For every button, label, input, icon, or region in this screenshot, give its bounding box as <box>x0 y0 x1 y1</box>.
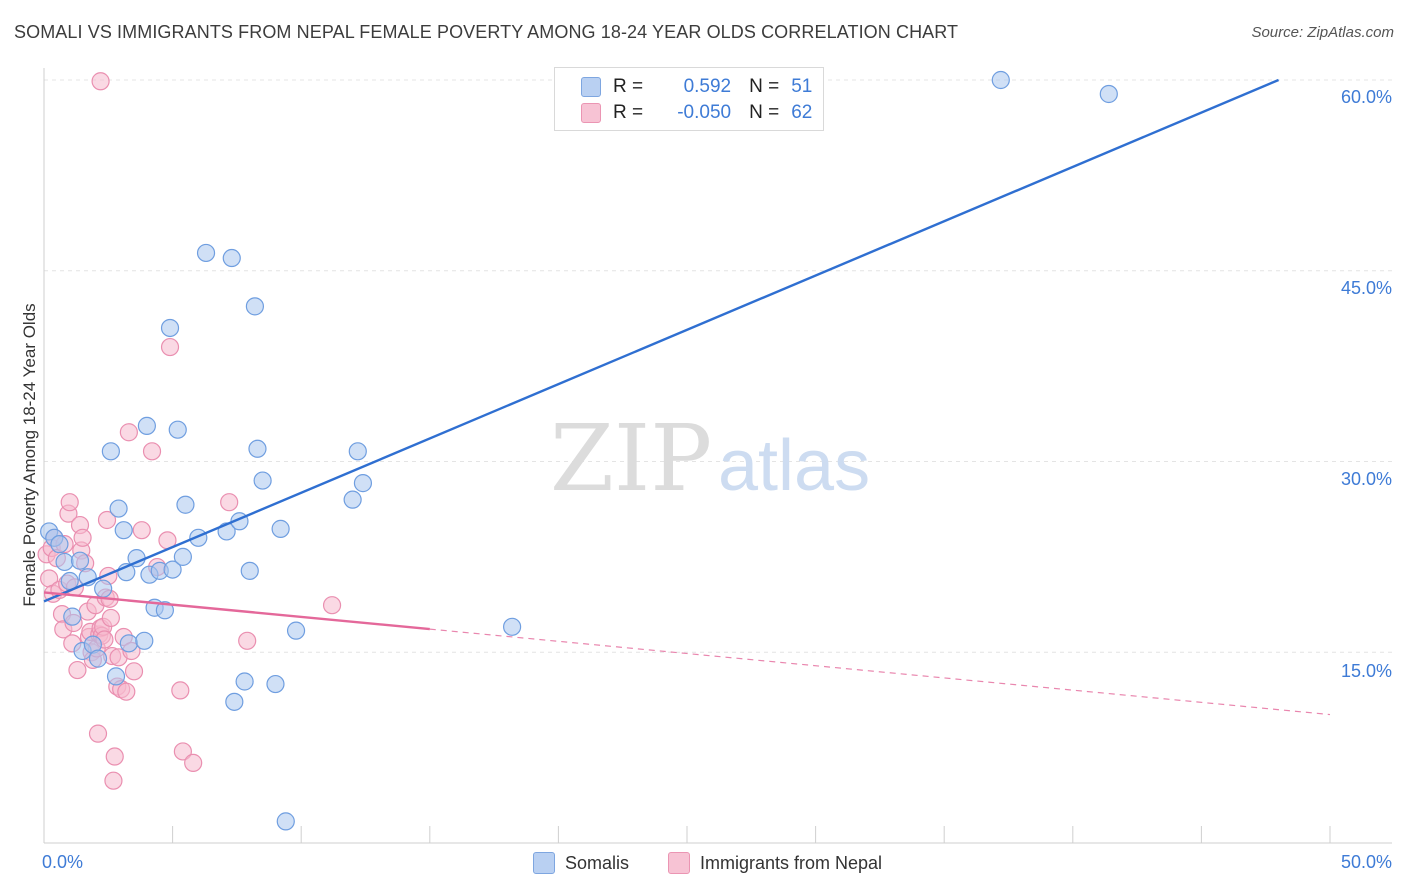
legend-n-label: N = <box>749 102 780 123</box>
y-tick-60: 60.0% <box>1340 87 1392 107</box>
legend-n-label: N = <box>749 76 780 97</box>
somalis-point <box>63 607 82 626</box>
nepal-point <box>104 771 123 790</box>
nepal-point <box>119 423 138 442</box>
legend-r-label: R = <box>613 102 644 123</box>
somalis-point <box>168 420 187 439</box>
nepal-point <box>117 682 136 701</box>
legend-swatch-somalis <box>533 852 555 874</box>
legend-r-value: 0.592 <box>683 76 732 97</box>
somalis-point <box>94 579 113 598</box>
legend-n-value: 51 <box>791 76 813 97</box>
nepal-point <box>88 724 108 743</box>
nepal-point <box>60 493 79 512</box>
watermark-zip: ZIP <box>550 405 712 512</box>
somalis-point <box>235 672 254 691</box>
somalis-point <box>163 560 182 579</box>
legend-swatch-nepal <box>668 852 690 874</box>
y-tick-30: 30.0% <box>1340 469 1392 489</box>
somalis-point <box>101 442 120 461</box>
series-legend: Somalis Immigrants from Nepal <box>0 852 1406 878</box>
nepal-point <box>160 337 180 357</box>
legend-swatch-nepal <box>581 103 601 123</box>
somalis-point <box>173 547 192 566</box>
somalis-point <box>176 495 195 514</box>
somalis-point <box>222 248 241 268</box>
nepal-point <box>184 753 203 772</box>
nepal-point <box>91 72 110 91</box>
somalis-point <box>353 474 373 493</box>
somalis-point <box>137 416 156 435</box>
somalis-point <box>240 561 259 580</box>
nepal-point <box>105 747 124 766</box>
somalis-point <box>1099 84 1118 104</box>
somalis-point <box>348 442 367 461</box>
somalis-point <box>155 601 174 620</box>
nepal-point <box>97 510 117 530</box>
somalis-point <box>343 490 362 509</box>
somalis-point <box>109 499 128 518</box>
legend-item-nepal[interactable]: Immigrants from Nepal <box>668 852 882 874</box>
nepal-point <box>322 596 342 615</box>
somalis-point <box>253 471 272 490</box>
somalis-point <box>503 617 522 636</box>
legend-row-somalis: R = 0.592 N = 51 <box>581 75 812 99</box>
legend-row-nepal: R = -0.050 N = 62 <box>581 101 812 125</box>
somalis-point <box>271 519 290 538</box>
source-label: Source: ZipAtlas.com <box>1251 24 1394 41</box>
axes <box>43 68 1392 844</box>
legend-r-value: -0.050 <box>677 102 732 123</box>
trend-line-nepal-extension <box>429 628 1331 716</box>
nepal-point <box>220 493 239 512</box>
nepal-point <box>171 681 190 700</box>
somalis-point <box>286 621 306 640</box>
somalis-point <box>55 552 74 572</box>
chart-title: SOMALI VS IMMIGRANTS FROM NEPAL FEMALE P… <box>14 22 959 42</box>
somalis-point <box>225 692 244 711</box>
watermark: ZIP atlas <box>550 405 870 512</box>
somalis-point <box>106 667 126 686</box>
somalis-point <box>135 631 154 650</box>
nepal-point <box>68 660 87 680</box>
gridlines <box>44 79 1392 653</box>
legend-label-somalis: Somalis <box>565 852 630 873</box>
trend-line-nepal <box>43 591 430 631</box>
somalis-point <box>119 634 138 653</box>
nepal-point <box>132 521 151 540</box>
somalis-point <box>114 521 133 540</box>
nepal-point <box>238 631 257 650</box>
y-tick-15: 15.0% <box>1340 661 1392 681</box>
somalis-point <box>245 297 265 316</box>
somalis-point <box>88 649 108 668</box>
somalis-point <box>70 551 90 570</box>
y-tick-45: 45.0% <box>1340 278 1392 298</box>
x-tick-max: 50.0% <box>1340 852 1392 872</box>
somalis-point <box>266 674 285 694</box>
legend-label-nepal: Immigrants from Nepal <box>700 852 883 873</box>
somalis-point <box>991 70 1010 90</box>
nepal-point <box>101 608 120 628</box>
nepal-point <box>124 662 144 681</box>
legend-n-value: 62 <box>791 102 813 123</box>
legend-swatch-somalis <box>581 77 601 97</box>
nepal-point <box>142 442 162 461</box>
somalis-point <box>160 318 180 338</box>
x-tick-min: 0.0% <box>42 852 84 872</box>
stats-legend: R = 0.592 N = 51 R = -0.050 N = 62 <box>554 67 824 131</box>
somalis-point <box>50 535 69 554</box>
somalis-point <box>196 243 216 263</box>
legend-item-somalis[interactable]: Somalis <box>533 852 629 874</box>
series-nepal-points <box>37 72 342 790</box>
trend-lines <box>43 78 1331 716</box>
somalis-point <box>276 812 295 831</box>
nepal-point <box>73 528 92 547</box>
watermark-atlas: atlas <box>718 426 870 506</box>
somalis-point <box>248 439 267 458</box>
nepal-point <box>173 742 192 761</box>
trend-line-somalis <box>43 78 1280 603</box>
legend-r-label: R = <box>613 76 644 97</box>
